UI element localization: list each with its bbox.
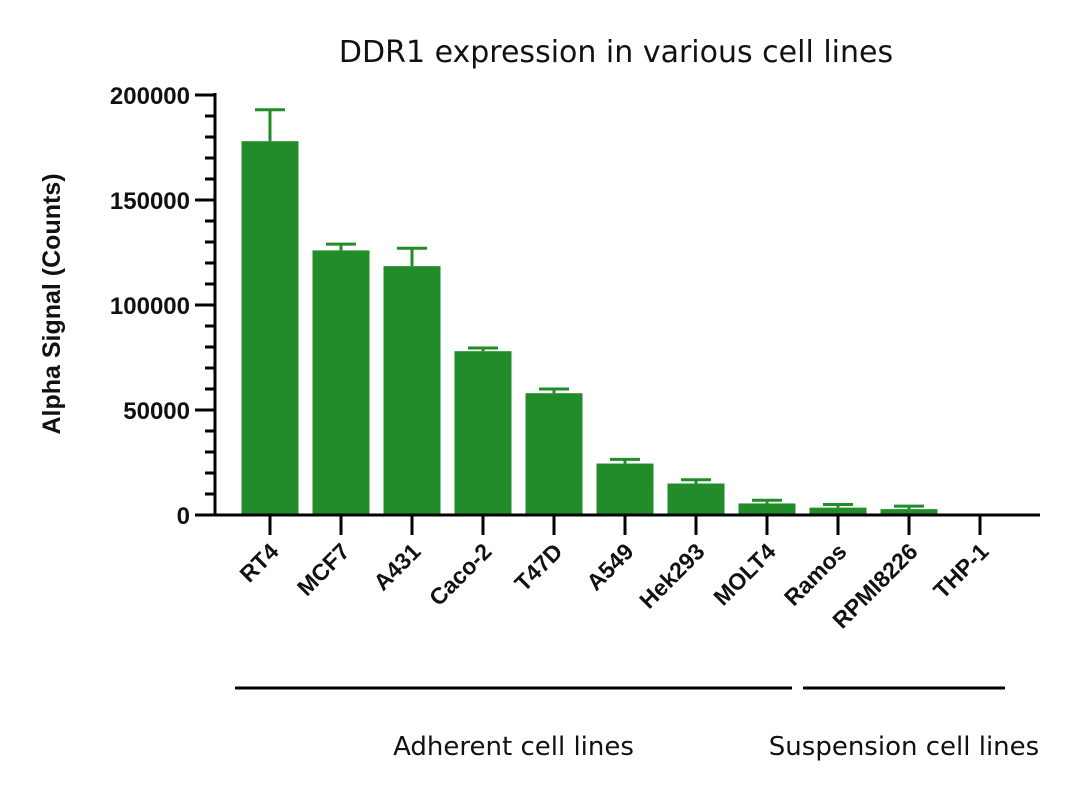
y-tick-label: 50000 [123, 398, 190, 425]
group-label-1: Adherent cell lines [393, 732, 634, 762]
x-tick-label-rt4: RT4 [234, 538, 283, 587]
bar-molt4 [738, 503, 796, 515]
error-bar-t47d [539, 387, 569, 394]
error-bar-rt4 [255, 108, 285, 142]
x-tick-label-ramos: Ramos [779, 538, 852, 611]
bar-caco-2 [454, 351, 512, 515]
group-brackets: Adherent cell lines Suspension cell lines [235, 686, 1039, 762]
x-tick-label-molt4: MOLT4 [708, 538, 780, 610]
error-bar-molt4 [752, 498, 782, 504]
y-tick-label: 100000 [110, 293, 190, 320]
error-bar-a549 [610, 457, 640, 464]
x-tick-label-caco-2: Caco-2 [424, 538, 497, 611]
bar-a431 [383, 266, 441, 515]
y-axis-label: Alpha Signal (Counts) [38, 173, 66, 434]
bar-hek293 [667, 483, 725, 515]
y-tick-label: 200000 [110, 83, 190, 110]
error-bar-mcf7 [326, 242, 356, 251]
bar-a549 [596, 463, 654, 515]
error-bar-caco-2 [468, 346, 498, 352]
x-tick-label-hek293: Hek293 [634, 538, 709, 613]
error-bar-a431 [397, 246, 427, 267]
error-bar-rpmi8226 [894, 504, 924, 510]
bar-rt4 [241, 141, 299, 515]
error-bars-layer [255, 108, 924, 510]
chart-title: DDR1 expression in various cell lines [339, 35, 893, 70]
y-axis: 0 50000 100000 150000 200000 [110, 83, 217, 530]
y-tick-label: 0 [177, 503, 190, 530]
x-tick-label-mcf7: MCF7 [292, 538, 355, 601]
error-bar-ramos [823, 503, 853, 508]
x-tick-label-thp-1: THP-1 [928, 538, 994, 604]
y-tick-label: 150000 [110, 188, 190, 215]
bar-mcf7 [312, 250, 370, 515]
bars-layer [241, 141, 938, 515]
bar-ramos [809, 507, 867, 515]
error-bar-hek293 [681, 478, 711, 484]
x-tick-label-a549: A549 [581, 538, 638, 595]
x-tick-label-t47d: T47D [509, 538, 567, 596]
bar-t47d [525, 393, 583, 515]
group-label-2: Suspension cell lines [769, 732, 1039, 762]
bar-rpmi8226 [880, 509, 938, 515]
x-tick-label-a431: A431 [368, 538, 425, 595]
